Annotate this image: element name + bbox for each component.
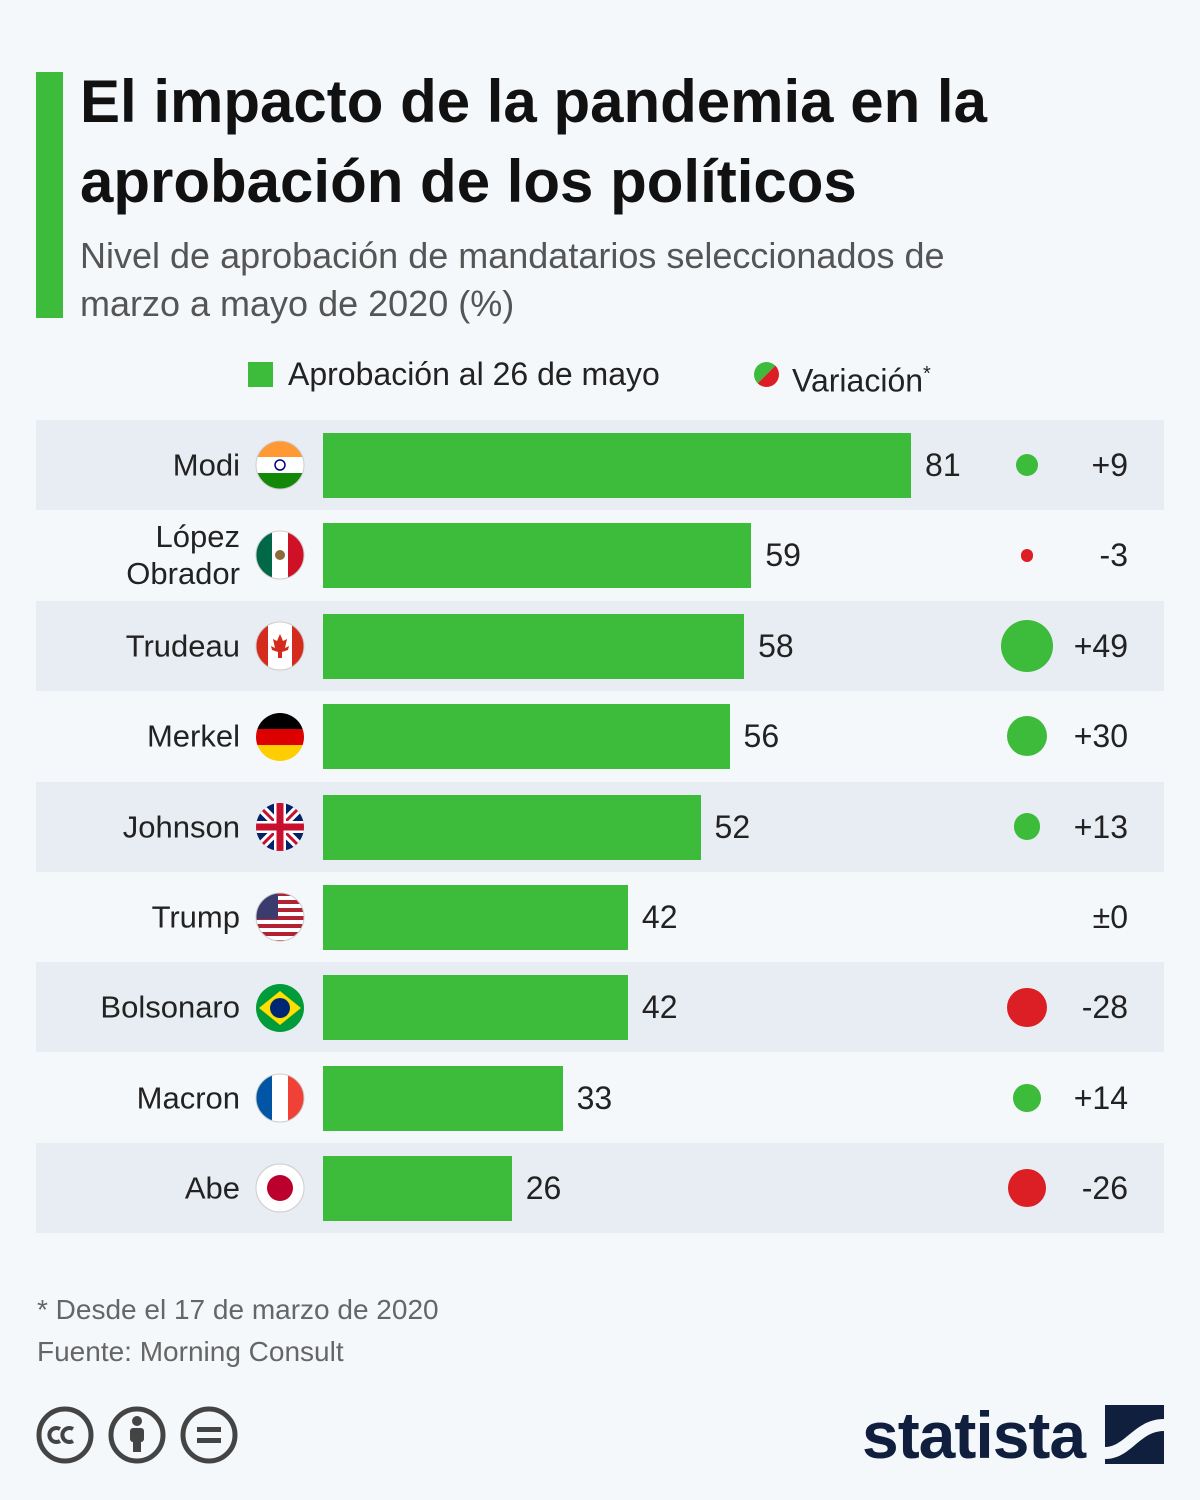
flag: [255, 530, 305, 580]
bar-value-label: 42: [641, 899, 678, 935]
bar: [323, 794, 701, 860]
category-label: Modi: [172, 447, 240, 483]
legend-entry: Variación*: [792, 354, 931, 401]
variation-bubble: [1020, 548, 1034, 562]
legend-swatch: [754, 362, 779, 387]
legend-swatch-half: [754, 362, 776, 384]
bar-value-label: 33: [576, 1079, 613, 1116]
bar: [323, 433, 912, 498]
variation-label: +13: [1073, 808, 1128, 845]
legend-marker: *: [923, 363, 931, 385]
bar-value-label: 58: [758, 627, 794, 664]
variation-label: -3: [1099, 537, 1128, 574]
variation-label: -28: [1081, 989, 1128, 1026]
bar: [323, 885, 628, 950]
chart-subtitle: Nivel de aprobación de mandatarios selec…: [80, 235, 945, 324]
category-label: Macron: [136, 1080, 240, 1116]
variation-bubble: [1006, 715, 1048, 757]
flag: [255, 1073, 305, 1123]
bar: [323, 704, 730, 770]
variation-label: +30: [1073, 718, 1128, 755]
category-label: Johnson: [122, 809, 240, 845]
bar-value-label: 42: [641, 989, 678, 1026]
variation-label: ±0: [1092, 899, 1128, 935]
flag: [256, 713, 304, 761]
variation-bubble: [1013, 1083, 1041, 1112]
variation-bubble: [1013, 813, 1041, 840]
variation-label: +9: [1091, 447, 1128, 483]
legend-swatch-half: [757, 365, 779, 387]
variation-label: +49: [1073, 627, 1128, 664]
variation-bubble: [1008, 1169, 1046, 1208]
brand-icon: [1105, 1405, 1164, 1464]
category-label: Bolsonaro: [100, 989, 240, 1025]
brand-logo: statista: [862, 1398, 1086, 1472]
category-label: Merkel: [146, 718, 240, 754]
variation-label: +14: [1073, 1079, 1128, 1116]
category-label: Trudeau: [125, 628, 240, 664]
variation-bubble: [1015, 453, 1039, 477]
legend-label: Variación: [792, 362, 924, 399]
bar: [323, 1065, 563, 1131]
flag: [256, 984, 304, 1032]
bar: [323, 613, 745, 679]
flag: [255, 621, 305, 671]
legend-swatch: [248, 362, 273, 387]
flag: [255, 1163, 305, 1213]
footnote: * Desde el 17 de marzo de 2020: [37, 1294, 439, 1325]
bar-value-label: 56: [743, 718, 780, 755]
bar-value-label: 26: [525, 1170, 562, 1207]
chart-title: El impacto de la pandemia en la aprobaci…: [80, 68, 987, 215]
variation-bubble: [1007, 987, 1047, 1027]
variation-label: -26: [1081, 1170, 1128, 1207]
flag: [256, 803, 304, 851]
bar: [323, 975, 628, 1041]
accent-bar: [36, 72, 63, 318]
category-label: Trump: [151, 899, 240, 935]
bar-value-label: 52: [714, 808, 751, 845]
license-icons: [36, 1406, 238, 1464]
flag: [255, 440, 305, 490]
bar: [323, 523, 752, 589]
legend-label: Aprobación al 26 de mayo: [288, 356, 660, 392]
category-label: Abe: [184, 1170, 240, 1206]
bar: [323, 1156, 512, 1222]
flag: [255, 892, 305, 942]
bar-value-label: 59: [765, 537, 801, 574]
category-label: López Obrador: [126, 519, 240, 592]
source: Fuente: Morning Consult: [37, 1336, 344, 1367]
variation-bubble: [1001, 619, 1053, 672]
legend: Aprobación al 26 de mayo Variación*: [0, 352, 1200, 399]
bar-value-label: 81: [925, 447, 961, 483]
